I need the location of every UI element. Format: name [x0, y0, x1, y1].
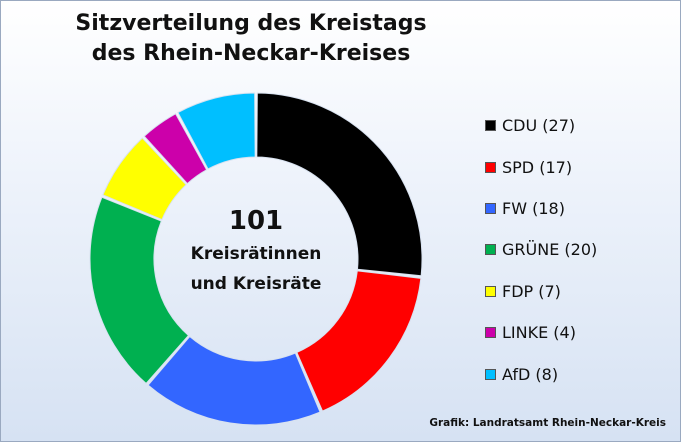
slice-linke — [143, 113, 208, 185]
legend-label: GRÜNE (20) — [502, 240, 598, 260]
chart-title-line1: Sitzverteilung des Kreistags — [75, 11, 427, 36]
legend-swatch — [485, 120, 496, 132]
legend-swatch — [485, 368, 496, 380]
legend: CDU (27) SPD (17) FW (18) GRÜNE (20) FDP (7)… — [485, 105, 597, 395]
center-value: 101 — [229, 206, 283, 236]
legend-swatch — [485, 244, 496, 256]
legend-swatch — [485, 285, 496, 297]
legend-item-linke: LINKE (4) — [485, 312, 597, 353]
legend-label: CDU (27) — [502, 116, 576, 136]
slice-grüne — [89, 196, 190, 385]
legend-label: FW (18) — [502, 198, 565, 218]
slice-fw — [147, 335, 321, 426]
legend-item-afd: AfD (8) — [485, 353, 597, 394]
legend-item-cdu: CDU (27) — [485, 105, 597, 146]
legend-label: SPD (17) — [502, 157, 573, 177]
legend-item-fdp: FDP (7) — [485, 271, 597, 312]
source-credit: Grafik: Landratsamt Rhein-Neckar-Kreis — [429, 417, 666, 429]
legend-item-fw: FW (18) — [485, 188, 597, 229]
legend-swatch — [485, 161, 496, 173]
slice-afd — [177, 92, 256, 170]
legend-swatch — [485, 202, 496, 214]
legend-label: AfD (8) — [502, 364, 559, 384]
legend-item-grüne: GRÜNE (20) — [485, 229, 597, 270]
legend-item-spd: SPD (17) — [485, 146, 597, 187]
legend-swatch — [485, 327, 496, 339]
legend-label: LINKE (4) — [502, 323, 576, 343]
center-label-line2: und Kreisräte — [191, 274, 322, 294]
slice-spd — [296, 270, 422, 412]
legend-label: FDP (7) — [502, 281, 561, 301]
slice-cdu — [256, 92, 423, 277]
slice-fdp — [102, 137, 187, 221]
center-label-line1: Kreisrätinnen — [191, 244, 322, 264]
chart-title-line2: des Rhein-Neckar-Kreises — [91, 41, 411, 66]
chart-title: Sitzverteilung des Kreistags des Rhein-N… — [41, 9, 461, 69]
